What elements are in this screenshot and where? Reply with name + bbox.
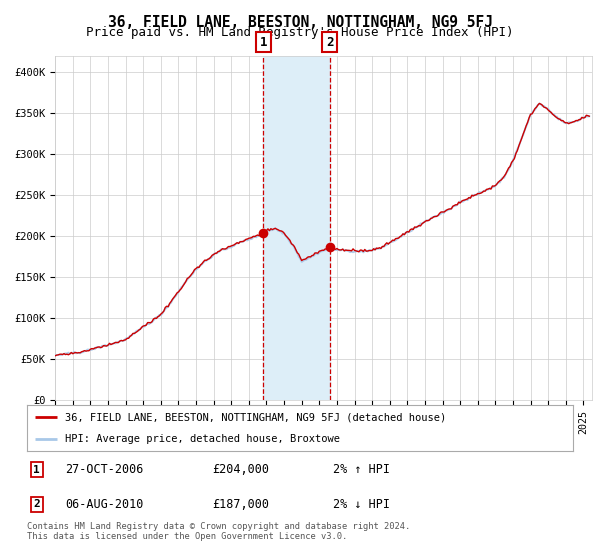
Text: Price paid vs. HM Land Registry's House Price Index (HPI): Price paid vs. HM Land Registry's House … <box>86 26 514 39</box>
Text: 27-OCT-2006: 27-OCT-2006 <box>65 463 143 476</box>
Text: 36, FIELD LANE, BEESTON, NOTTINGHAM, NG9 5FJ: 36, FIELD LANE, BEESTON, NOTTINGHAM, NG9… <box>107 15 493 30</box>
Bar <box>263 56 329 400</box>
Text: £187,000: £187,000 <box>212 498 269 511</box>
Text: 2% ↓ HPI: 2% ↓ HPI <box>333 498 390 511</box>
Text: 1: 1 <box>260 36 267 49</box>
Text: 2% ↑ HPI: 2% ↑ HPI <box>333 463 390 476</box>
Text: £204,000: £204,000 <box>212 463 269 476</box>
Text: HPI: Average price, detached house, Broxtowe: HPI: Average price, detached house, Brox… <box>65 435 340 444</box>
Text: 1: 1 <box>34 465 40 475</box>
Text: 2: 2 <box>326 36 334 49</box>
Text: 06-AUG-2010: 06-AUG-2010 <box>65 498 143 511</box>
Text: 36, FIELD LANE, BEESTON, NOTTINGHAM, NG9 5FJ (detached house): 36, FIELD LANE, BEESTON, NOTTINGHAM, NG9… <box>65 412 446 422</box>
Text: Contains HM Land Registry data © Crown copyright and database right 2024.
This d: Contains HM Land Registry data © Crown c… <box>27 522 410 542</box>
Text: 2: 2 <box>34 499 40 509</box>
